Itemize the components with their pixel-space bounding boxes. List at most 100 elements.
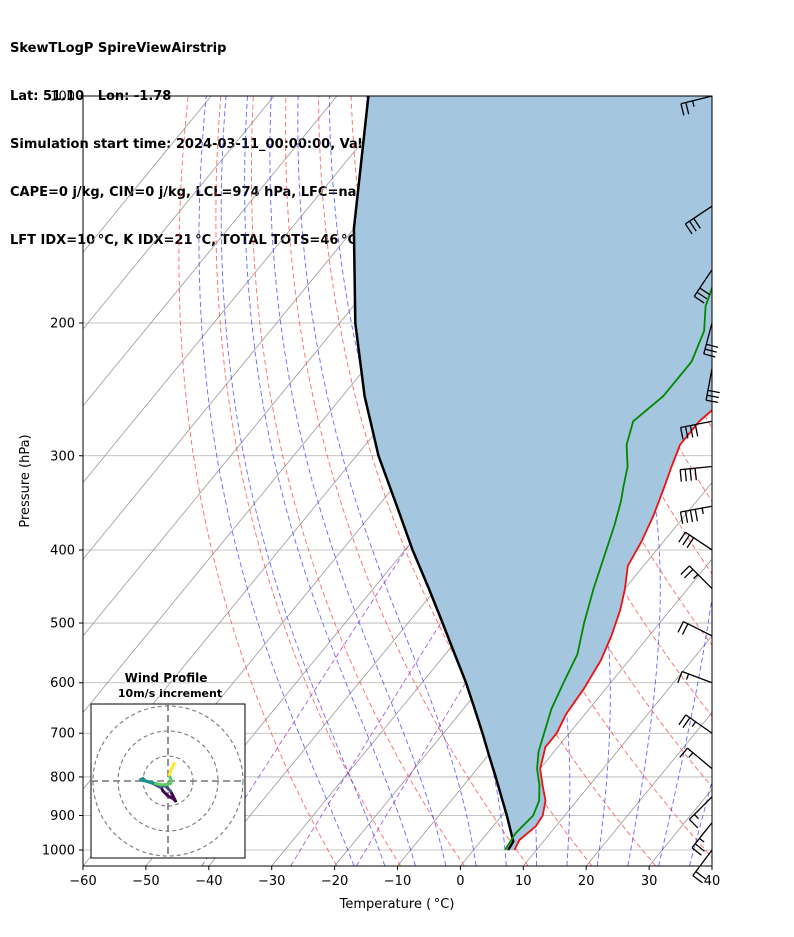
wind-barb-flag	[692, 875, 703, 884]
x-tick-label: −10	[384, 874, 411, 889]
wind-barb-flag	[685, 102, 690, 115]
wind-barb	[678, 714, 713, 734]
wind-barb-flag	[706, 394, 719, 399]
wind-barb	[679, 420, 713, 440]
wind-barb-half-flag	[691, 100, 695, 107]
x-tick-label: −30	[258, 874, 285, 889]
wind-barb	[691, 822, 713, 856]
wind-barb-half-flag	[693, 814, 700, 820]
wind-barb-staff	[687, 747, 713, 770]
wind-barb-flag	[678, 714, 687, 726]
y-axis-label: Pressure (hPa)	[18, 434, 33, 527]
wind-barb-flag	[679, 747, 688, 758]
wind-barb-flag	[704, 348, 717, 353]
wind-barb-flag	[678, 531, 686, 543]
wind-barb-staff	[705, 368, 713, 401]
wind-barb-flag	[677, 671, 683, 683]
y-tick-label: 600	[50, 676, 75, 691]
x-tick-label: 10	[515, 874, 532, 889]
cin-shaded-area	[353, 96, 712, 850]
dry-adiabat-line	[742, 96, 794, 866]
x-axis-label: Temperature ( °C)	[339, 897, 455, 912]
wind-barb-flag	[688, 220, 697, 232]
wind-barb-flag	[707, 389, 720, 394]
wind-barb-flag	[694, 509, 699, 522]
wind-barb-half-flag	[693, 573, 699, 580]
wind-barb-flag	[694, 468, 697, 481]
wind-barb-flag	[693, 218, 701, 229]
wind-barb-flag	[689, 510, 694, 523]
wind-barb-half-flag	[688, 752, 694, 758]
wind-barb-flag	[694, 843, 705, 852]
isotherm-line	[83, 96, 401, 484]
isotherm-line	[83, 96, 338, 407]
wind-barb-staff	[681, 670, 713, 684]
wind-barb-half-flag	[701, 507, 704, 515]
axes: −60 −50 −40 −30 −20 −10 0 10 20 30 40 1000 900 800 700…	[42, 90, 720, 890]
wind-barb-staff	[688, 796, 713, 820]
moist-adiabat-line	[297, 96, 477, 866]
dry-adiabat-line	[178, 96, 338, 866]
wind-barb	[705, 368, 720, 404]
wind-barb	[678, 531, 713, 551]
chart-title-station: SkewTLogP SpireViewAirstrip	[10, 41, 227, 56]
wind-barb-flag	[681, 623, 689, 635]
isotherm-line	[460, 558, 712, 866]
wind-barb-staff	[680, 420, 713, 429]
dry-adiabat-line	[250, 96, 465, 866]
isotherm-line	[83, 96, 275, 330]
wind-barb-flag	[679, 511, 684, 524]
isotherm-line	[522, 635, 712, 866]
wind-barb	[680, 565, 713, 589]
y-tick-label: 900	[50, 809, 75, 824]
y-tick-label: 400	[50, 543, 75, 558]
x-tick-label: −20	[321, 874, 348, 889]
wind-barb	[679, 505, 713, 524]
wind-barb	[679, 747, 713, 770]
wind-barb-flag	[694, 424, 699, 437]
wind-barb-flag	[684, 469, 687, 482]
y-tick-label: 700	[50, 727, 75, 742]
y-tick-label: 1000	[42, 844, 75, 859]
wind-barb-half-flag	[699, 837, 705, 843]
moist-adiabat-line	[198, 96, 355, 866]
wind-barb-flag	[686, 537, 695, 549]
wind-barbs	[677, 95, 720, 884]
wind-barb	[703, 322, 719, 358]
wind-barb-half-flag	[685, 673, 690, 680]
wind-barb-flag	[683, 568, 694, 579]
x-tick-label: 30	[641, 874, 658, 889]
wind-barb-flag	[680, 103, 685, 116]
wind-barb-flag	[689, 468, 692, 481]
wind-barb-staff	[680, 95, 713, 105]
y-tick-label: 200	[50, 316, 75, 331]
hodograph-title: Wind Profile	[125, 671, 208, 685]
wind-barb-flag	[695, 871, 706, 880]
y-tick-label: 100	[50, 90, 75, 105]
wind-barb	[680, 95, 713, 116]
hodograph-trace-segment	[171, 762, 176, 768]
x-tick-label: 20	[578, 874, 595, 889]
wind-barb-flag	[705, 399, 719, 404]
x-tick-label: −40	[195, 874, 222, 889]
hodograph-plot	[91, 704, 245, 858]
dewpoint-profile-line	[504, 285, 712, 851]
wind-barb-flag	[684, 426, 689, 439]
wind-barb	[679, 465, 713, 482]
wind-barb-flag	[688, 818, 699, 829]
wind-barb-flag	[682, 717, 691, 728]
moist-adiabat-line	[720, 96, 794, 866]
wind-barb-staff	[685, 531, 713, 551]
dry-adiabat-line	[775, 96, 794, 866]
dry-adiabat-line	[709, 96, 712, 105]
wind-barb-flag	[684, 510, 689, 523]
moist-adiabat-line	[639, 96, 712, 866]
wind-barb-flag	[682, 534, 691, 546]
wind-barb-staff	[692, 849, 713, 877]
x-tick-label: −60	[69, 874, 96, 889]
wind-barb-flag	[689, 425, 694, 438]
wind-barb	[692, 849, 713, 884]
isotherm-line	[83, 96, 212, 253]
hodograph-subtitle: 10m/s increment	[118, 687, 222, 700]
